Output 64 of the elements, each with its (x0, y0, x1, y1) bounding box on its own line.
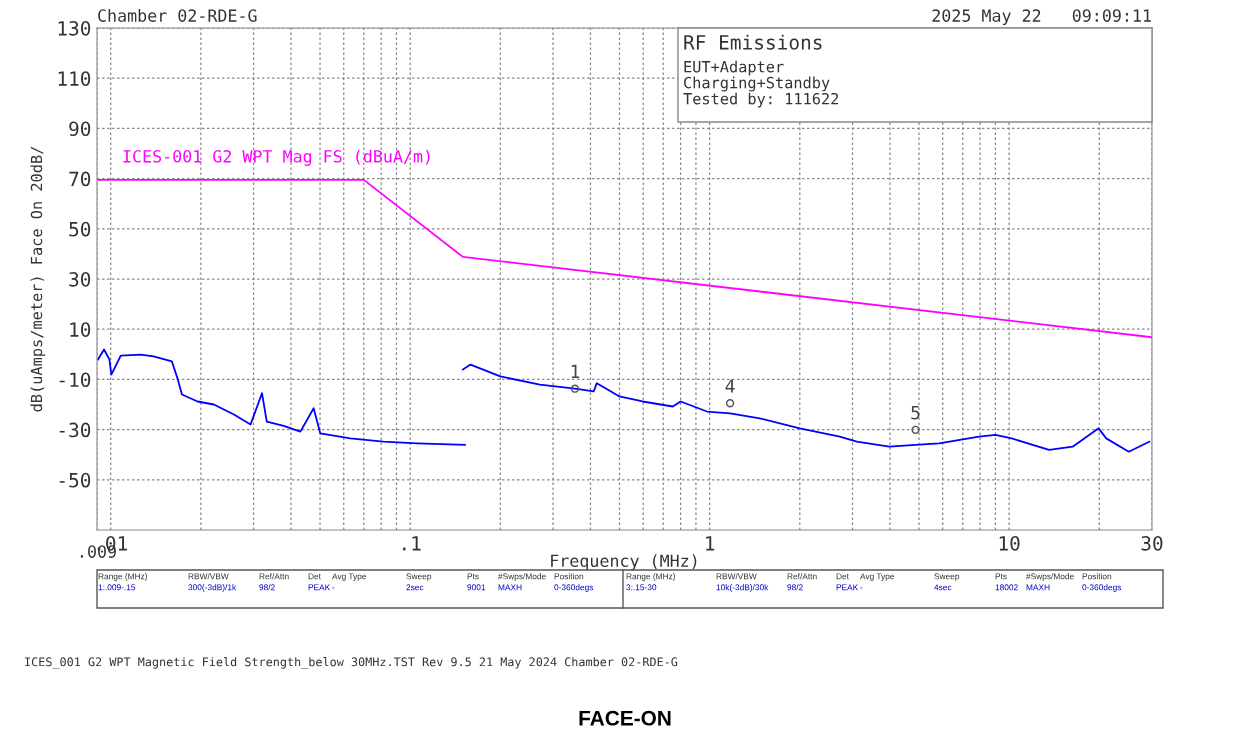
text: Avg Type (332, 573, 367, 581)
annotation: 4 (725, 379, 735, 393)
text: FACE-ON (579, 710, 671, 726)
x-axis-title: Frequency (MHz) (551, 554, 697, 571)
annotation: Charging+Standby (684, 76, 830, 92)
text: 2025 May 22 09:09:11 (932, 9, 1151, 26)
y-tick-label: 130 (58, 21, 91, 36)
text: 10k(-3dB)/30k (716, 584, 769, 592)
text: 0-360degs (1082, 584, 1122, 592)
annotation: 5 (911, 405, 920, 420)
text: 9001 (467, 584, 486, 591)
y-tick-label: 90 (69, 121, 91, 137)
y-tick-label: -50 (59, 472, 91, 488)
text: Sweep (406, 573, 432, 581)
text: Pts (995, 573, 1007, 580)
x-tick-label: 30 (1141, 536, 1163, 551)
y-tick-label: 50 (69, 221, 91, 237)
text: Position (554, 573, 584, 580)
y-tick-label: -10 (59, 372, 91, 388)
series-label: ICES-001 G2 WPT Mag FS (dBuA/m) (123, 149, 430, 166)
text: MAXH (1026, 584, 1050, 591)
text: Pts (467, 573, 479, 580)
text: 300(-3dB)/1k (188, 584, 237, 592)
annotation: RF Emissions (684, 34, 822, 50)
y-tick-label: -30 (59, 422, 91, 438)
text: 98/2 (259, 584, 275, 591)
text: 18002 (995, 584, 1018, 591)
x-tick-label: .1 (403, 536, 421, 551)
text: 3:.15-30 (626, 584, 657, 591)
text: Range (MHz) (626, 573, 676, 581)
text: RBW/VBW (188, 573, 229, 580)
text: Ref/Attn (787, 573, 817, 580)
text: Sweep (934, 573, 960, 581)
text: 1:.009-.15 (98, 584, 136, 591)
text: - (332, 587, 335, 589)
x-tick-label: 1 (706, 536, 715, 551)
text: Det (836, 573, 849, 580)
text: Position (1082, 573, 1112, 580)
annotation: EUT+Adapter (684, 60, 784, 76)
text: PEAK (836, 584, 859, 591)
text: Chamber 02-RDE-G (98, 8, 257, 22)
y-tick-label: 30 (69, 272, 91, 287)
text: PEAK (308, 584, 331, 591)
text: 2sec (406, 584, 424, 591)
text: Avg Type (860, 573, 895, 581)
text: 98/2 (787, 584, 803, 591)
text: MAXH (498, 584, 522, 591)
text: RBW/VBW (716, 573, 757, 580)
y-tick-label: 110 (58, 71, 91, 86)
text: Det (308, 573, 321, 580)
annotation: 1 (571, 364, 580, 378)
x-tick-label: 10 (999, 536, 1020, 551)
y-tick-label: 70 (69, 171, 91, 187)
text: ICES_001 G2 WPT Magnetic Field Strength_below 30MHz.TST Rev 9.5 21 May 2024 Chamber 02-RDE-G (25, 657, 678, 669)
text: - (860, 587, 863, 589)
text: 4sec (934, 584, 952, 591)
y-axis-title: dB(uAmps/meter) Face On 20dB/ (30, 146, 46, 412)
y-tick-label: 10 (70, 322, 91, 337)
text: #Swps/Mode (1026, 573, 1074, 581)
text: Range (MHz) (98, 573, 148, 581)
annotation: Tested by: 111622 (683, 92, 839, 108)
text: 0-360degs (554, 584, 594, 592)
text: Ref/Attn (259, 573, 289, 580)
text: #Swps/Mode (498, 573, 546, 581)
